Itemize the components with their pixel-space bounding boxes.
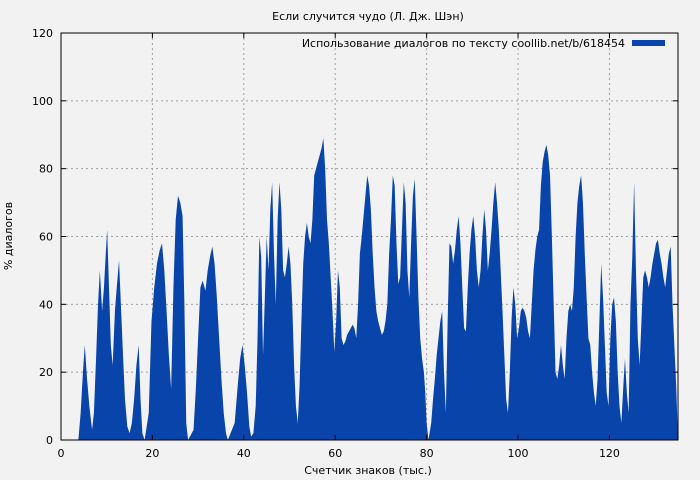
- x-tick-label: 20: [145, 447, 159, 460]
- x-tick-label: 60: [328, 447, 342, 460]
- legend: Использование диалогов по тексту coollib…: [302, 37, 665, 50]
- y-tick-label: 100: [32, 95, 53, 108]
- x-tick-label: 40: [237, 447, 251, 460]
- x-tick-label: 80: [420, 447, 434, 460]
- x-tick-label: 0: [58, 447, 65, 460]
- dialogue-area-series: [78, 138, 679, 440]
- x-tick-label: 120: [599, 447, 620, 460]
- y-tick-label: 40: [39, 298, 53, 311]
- y-tick-label: 60: [39, 231, 53, 244]
- legend-swatch: [632, 40, 665, 46]
- legend-label: Использование диалогов по тексту coollib…: [302, 37, 625, 50]
- y-tick-label: 120: [32, 27, 53, 40]
- axis-ticks: 0 20 40 60 80 100 120 0 20 40 60 80 100 120: [32, 27, 678, 460]
- y-tick-label: 0: [46, 434, 53, 447]
- y-axis-title: % диалогов: [2, 202, 15, 270]
- y-tick-label: 80: [39, 163, 53, 176]
- chart-title: Если случится чудо (Л. Дж. Шэн): [272, 10, 464, 23]
- x-tick-label: 100: [508, 447, 529, 460]
- x-axis-title: Счетчик знаков (тыс.): [304, 464, 432, 477]
- y-tick-label: 20: [39, 366, 53, 379]
